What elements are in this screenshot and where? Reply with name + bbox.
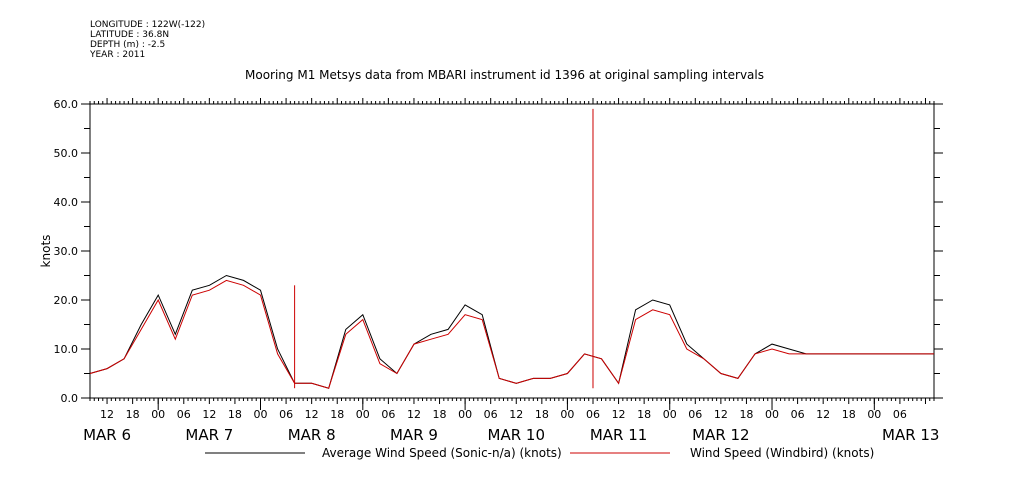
x-hour-label: 00 bbox=[356, 408, 370, 421]
series-line-sonic bbox=[89, 274, 934, 389]
x-day-label: MAR 12 bbox=[692, 426, 749, 444]
x-hour-label: 12 bbox=[100, 408, 114, 421]
x-hour-label: 18 bbox=[637, 408, 651, 421]
y-tick-label: 50.0 bbox=[54, 147, 79, 160]
x-hour-label: 00 bbox=[867, 408, 881, 421]
chart-title: Mooring M1 Metsys data from MBARI instru… bbox=[245, 68, 764, 82]
x-hour-label: 00 bbox=[151, 408, 165, 421]
x-hour-label: 06 bbox=[177, 408, 191, 421]
x-hour-label: 18 bbox=[842, 408, 856, 421]
y-tick-label: 60.0 bbox=[54, 98, 79, 111]
x-hour-label: 18 bbox=[433, 408, 447, 421]
depth-text: DEPTH (m) : -2.5 bbox=[90, 40, 166, 50]
x-hour-label: 18 bbox=[126, 408, 140, 421]
legend-label-sonic: Average Wind Speed (Sonic-n/a) (knots) bbox=[322, 446, 562, 460]
y-tick-label: 30.0 bbox=[54, 245, 79, 258]
longitude-text: LONGITUDE : 122W(-122) bbox=[90, 20, 206, 30]
x-day-label: MAR 11 bbox=[590, 426, 647, 444]
x-hour-label: 06 bbox=[893, 408, 907, 421]
x-day-label: MAR 8 bbox=[288, 426, 336, 444]
x-hour-label: 06 bbox=[586, 408, 600, 421]
y-tick-label: 20.0 bbox=[54, 294, 79, 307]
x-hour-label: 00 bbox=[663, 408, 677, 421]
x-day-label: MAR 6 bbox=[83, 426, 131, 444]
y-tick-label: 0.0 bbox=[61, 392, 79, 405]
x-day-label: MAR 9 bbox=[390, 426, 438, 444]
year-text: YEAR : 2011 bbox=[90, 50, 146, 60]
x-day-label: MAR 10 bbox=[488, 426, 545, 444]
x-hour-label: 12 bbox=[305, 408, 319, 421]
y-tick-label: 10.0 bbox=[54, 343, 79, 356]
x-hour-label: 06 bbox=[381, 408, 395, 421]
series-line-windbird bbox=[89, 279, 934, 389]
x-hour-label: 00 bbox=[765, 408, 779, 421]
x-hour-label: 06 bbox=[688, 408, 702, 421]
x-hour-label: 12 bbox=[509, 408, 523, 421]
x-hour-label: 12 bbox=[816, 408, 830, 421]
x-hour-label: 06 bbox=[279, 408, 293, 421]
x-hour-label: 00 bbox=[458, 408, 472, 421]
x-day-label: MAR 7 bbox=[185, 426, 233, 444]
x-hour-label: 06 bbox=[791, 408, 805, 421]
x-hour-label: 12 bbox=[407, 408, 421, 421]
y-axis-label: knots bbox=[39, 235, 53, 268]
x-day-label: MAR 13 bbox=[882, 426, 939, 444]
x-hour-label: 00 bbox=[560, 408, 574, 421]
x-hour-label: 18 bbox=[739, 408, 753, 421]
x-hour-label: 00 bbox=[254, 408, 268, 421]
x-hour-label: 12 bbox=[612, 408, 626, 421]
x-hour-label: 18 bbox=[535, 408, 549, 421]
x-hour-label: 18 bbox=[330, 408, 344, 421]
metadata-block: LONGITUDE : 122W(-122) LATITUDE : 36.8N … bbox=[90, 20, 205, 60]
x-hour-label: 18 bbox=[228, 408, 242, 421]
x-hour-label: 12 bbox=[202, 408, 216, 421]
latitude-text: LATITUDE : 36.8N bbox=[90, 30, 170, 40]
legend-label-windbird: Wind Speed (Windbird) (knots) bbox=[690, 446, 875, 460]
x-hour-label: 12 bbox=[714, 408, 728, 421]
x-hour-label: 06 bbox=[484, 408, 498, 421]
y-tick-label: 40.0 bbox=[54, 196, 79, 209]
